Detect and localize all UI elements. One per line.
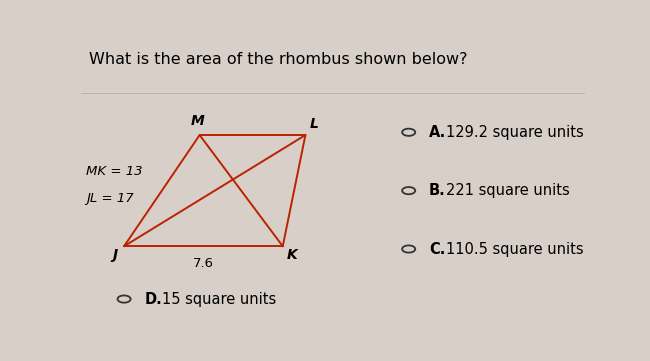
Text: L: L <box>310 117 319 131</box>
Text: 7.6: 7.6 <box>193 257 214 270</box>
Text: D.: D. <box>144 292 162 306</box>
Text: 129.2 square units: 129.2 square units <box>447 125 584 140</box>
Text: What is the area of the rhombus shown below?: What is the area of the rhombus shown be… <box>89 52 467 67</box>
Text: J: J <box>112 248 118 262</box>
Text: 15 square units: 15 square units <box>162 292 276 306</box>
Text: K: K <box>287 248 297 262</box>
Text: A.: A. <box>429 125 446 140</box>
Text: JL = 17: JL = 17 <box>86 192 134 205</box>
Text: C.: C. <box>429 242 445 257</box>
Text: MK = 13: MK = 13 <box>86 165 143 178</box>
Text: 221 square units: 221 square units <box>447 183 570 198</box>
Text: 110.5 square units: 110.5 square units <box>447 242 584 257</box>
Text: B.: B. <box>429 183 446 198</box>
Text: M: M <box>190 114 204 128</box>
